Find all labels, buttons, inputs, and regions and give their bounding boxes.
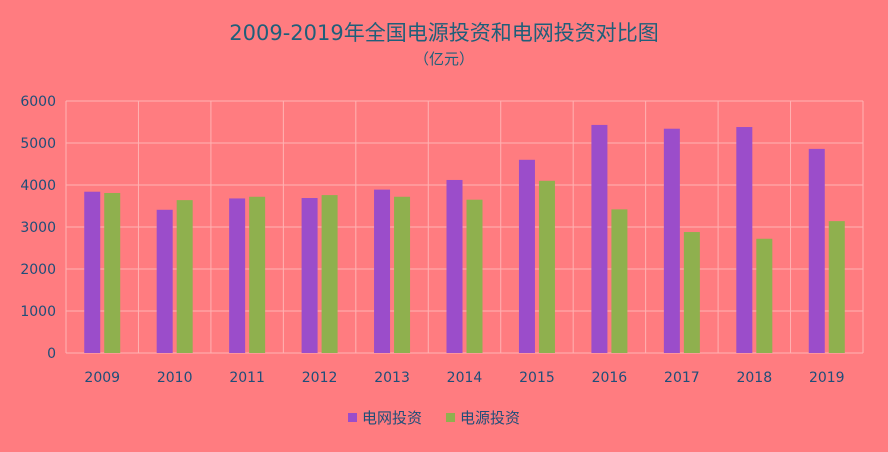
x-axis-ticks: 2009 2010 2011 2012 2013 2014 2015 2016 2017 2018… (84, 370, 844, 386)
y-tick-label: 1000 (20, 304, 56, 320)
bar-power-investment (538, 180, 555, 353)
bar-grid-investment (156, 209, 173, 353)
x-tick-label: 2012 (302, 370, 338, 386)
bar-power-investment (321, 195, 338, 353)
bar-grid-investment (808, 148, 825, 353)
y-tick-label: 0 (47, 346, 56, 362)
bar-power-investment (176, 200, 193, 353)
bar-grid-investment (518, 159, 535, 353)
x-tick-label: 2019 (809, 370, 845, 386)
x-tick-label: 2014 (447, 370, 483, 386)
bar-grid-investment (301, 198, 318, 353)
bar-grid-investment (663, 128, 680, 353)
y-tick-label: 4000 (20, 178, 56, 194)
y-tick-label: 3000 (20, 220, 56, 236)
legend-swatch-grid (348, 413, 357, 422)
bar-grid-investment (229, 198, 246, 353)
legend: 电网投资 电源投资 (348, 409, 520, 427)
y-axis-ticks: 0 1000 2000 3000 4000 5000 6000 (20, 94, 56, 362)
legend-label-power: 电源投资 (460, 409, 520, 427)
x-tick-label: 2011 (229, 370, 265, 386)
x-tick-label: 2009 (84, 370, 120, 386)
bar-power-investment (104, 192, 121, 353)
bar-grid-investment (84, 191, 101, 353)
gridlines (65, 100, 864, 354)
bar-grid-investment (736, 127, 753, 353)
y-tick-label: 5000 (20, 136, 56, 152)
bar-power-investment (828, 221, 845, 353)
bar-grid-investment (446, 179, 463, 353)
bar-power-investment (611, 209, 628, 353)
x-tick-label: 2017 (664, 370, 700, 386)
chart-subtitle: （亿元） (414, 50, 474, 68)
x-tick-label: 2015 (519, 370, 555, 386)
bar-grid-investment (591, 124, 608, 353)
bar-grid-investment (374, 189, 391, 353)
x-tick-label: 2013 (374, 370, 410, 386)
legend-swatch-power (446, 413, 455, 422)
x-tick-label: 2016 (592, 370, 628, 386)
bars (84, 124, 845, 353)
bar-power-investment (683, 232, 700, 353)
bar-power-investment (466, 199, 483, 353)
x-tick-label: 2018 (736, 370, 772, 386)
bar-power-investment (249, 196, 266, 353)
y-tick-label: 6000 (20, 94, 56, 110)
legend-label-grid: 电网投资 (362, 409, 422, 427)
y-tick-label: 2000 (20, 262, 56, 278)
bar-power-investment (756, 238, 773, 353)
chart-title: 2009-2019年全国电源投资和电网投资对比图 (229, 21, 658, 45)
bar-power-investment (394, 196, 411, 353)
x-tick-label: 2010 (157, 370, 193, 386)
